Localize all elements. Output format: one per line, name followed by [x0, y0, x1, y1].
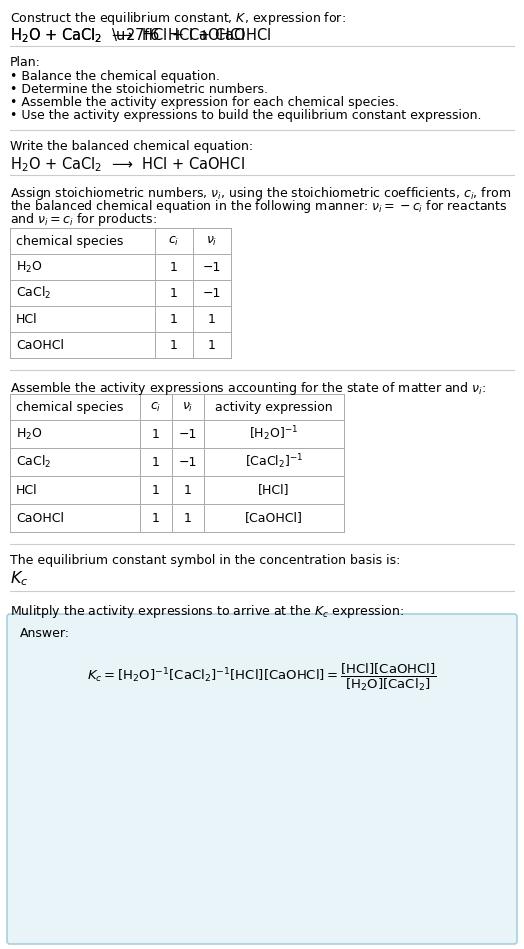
Text: $\mathregular{CaCl_2}$: $\mathregular{CaCl_2}$ — [16, 285, 51, 301]
Bar — [10, 254, 231, 280]
Text: $\mathregular{H_2O}$ + $\mathregular{CaCl_2}$  ⟶  HCl + CaOHCl: $\mathregular{H_2O}$ + $\mathregular{CaC… — [10, 155, 245, 174]
Text: Assign stoichiometric numbers, $\nu_i$, using the stoichiometric coefficients, $: Assign stoichiometric numbers, $\nu_i$, … — [10, 185, 511, 202]
Text: 1: 1 — [152, 456, 160, 469]
Text: 1: 1 — [208, 339, 216, 351]
Text: 1: 1 — [184, 483, 192, 496]
Text: [HCl]: [HCl] — [258, 483, 290, 496]
Text: $K_c = [\mathregular{H_2O}]^{-1}[\mathregular{CaCl_2}]^{-1}[\mathrm{HCl}][\mathr: $K_c = [\mathregular{H_2O}]^{-1}[\mathre… — [87, 661, 437, 693]
Text: $\mathregular{H_2O}$: $\mathregular{H_2O}$ — [16, 426, 42, 441]
Text: and $\nu_i = c_i$ for products:: and $\nu_i = c_i$ for products: — [10, 211, 157, 228]
Bar — [10, 448, 344, 476]
Text: Write the balanced chemical equation:: Write the balanced chemical equation: — [10, 140, 253, 153]
Bar — [10, 476, 344, 504]
Text: $\mathregular{H_2O}$: $\mathregular{H_2O}$ — [16, 259, 42, 274]
Text: 1: 1 — [170, 260, 178, 273]
Text: $[\mathregular{CaCl_2}]^{-1}$: $[\mathregular{CaCl_2}]^{-1}$ — [245, 453, 303, 472]
Text: $\nu_i$: $\nu_i$ — [206, 234, 217, 248]
Text: Plan:: Plan: — [10, 56, 41, 69]
Bar — [10, 280, 231, 306]
Bar — [10, 420, 344, 448]
Text: −1: −1 — [179, 427, 197, 440]
Text: $\mathregular{H_2O}$ + $\mathregular{CaCl_2}$  ⟶  HCl + CaOHCl: $\mathregular{H_2O}$ + $\mathregular{CaC… — [10, 26, 245, 45]
Text: −1: −1 — [203, 260, 221, 273]
Text: $c_i$: $c_i$ — [150, 400, 161, 414]
Text: $K_c$: $K_c$ — [10, 569, 28, 587]
Text: $\nu_i$: $\nu_i$ — [182, 400, 194, 414]
Text: 1: 1 — [184, 512, 192, 525]
Text: CaOHCl: CaOHCl — [16, 512, 64, 525]
Text: chemical species: chemical species — [16, 234, 123, 248]
Text: the balanced chemical equation in the following manner: $\nu_i = -c_i$ for react: the balanced chemical equation in the fo… — [10, 198, 507, 215]
Text: 1: 1 — [152, 512, 160, 525]
Text: • Assemble the activity expression for each chemical species.: • Assemble the activity expression for e… — [10, 96, 399, 109]
Text: [CaOHCl]: [CaOHCl] — [245, 512, 303, 525]
Text: −1: −1 — [179, 456, 197, 469]
Text: Construct the equilibrium constant, $K$, expression for:: Construct the equilibrium constant, $K$,… — [10, 10, 346, 27]
Text: $\mathregular{CaCl_2}$: $\mathregular{CaCl_2}$ — [16, 454, 51, 470]
Text: 1: 1 — [152, 483, 160, 496]
Text: • Balance the chemical equation.: • Balance the chemical equation. — [10, 70, 220, 83]
Bar — [10, 332, 231, 358]
Bar — [10, 504, 344, 532]
Text: 1: 1 — [152, 427, 160, 440]
Text: • Determine the stoichiometric numbers.: • Determine the stoichiometric numbers. — [10, 83, 268, 96]
Text: HCl: HCl — [16, 312, 38, 326]
Text: −1: −1 — [203, 287, 221, 300]
Text: Mulitply the activity expressions to arrive at the $K_c$ expression:: Mulitply the activity expressions to arr… — [10, 603, 405, 620]
Text: chemical species: chemical species — [16, 400, 123, 414]
Text: HCl: HCl — [16, 483, 38, 496]
Bar — [10, 306, 231, 332]
Text: CaOHCl: CaOHCl — [16, 339, 64, 351]
Text: 1: 1 — [170, 287, 178, 300]
Text: $\mathregular{H_2O}$ + $\mathregular{CaCl_2}$  \u27f6  HCl + CaOHCl: $\mathregular{H_2O}$ + $\mathregular{CaC… — [10, 26, 271, 45]
Text: $[\mathregular{H_2O}]^{-1}$: $[\mathregular{H_2O}]^{-1}$ — [249, 424, 299, 443]
Text: 1: 1 — [170, 339, 178, 351]
Text: $c_i$: $c_i$ — [168, 234, 180, 248]
Text: activity expression: activity expression — [215, 400, 333, 414]
Bar — [10, 228, 231, 254]
Text: Assemble the activity expressions accounting for the state of matter and $\nu_i$: Assemble the activity expressions accoun… — [10, 380, 486, 397]
Text: • Use the activity expressions to build the equilibrium constant expression.: • Use the activity expressions to build … — [10, 109, 482, 122]
Text: 1: 1 — [170, 312, 178, 326]
Text: 1: 1 — [208, 312, 216, 326]
Bar — [10, 394, 344, 420]
Text: The equilibrium constant symbol in the concentration basis is:: The equilibrium constant symbol in the c… — [10, 554, 400, 567]
Text: Answer:: Answer: — [20, 627, 70, 640]
FancyBboxPatch shape — [7, 614, 517, 944]
